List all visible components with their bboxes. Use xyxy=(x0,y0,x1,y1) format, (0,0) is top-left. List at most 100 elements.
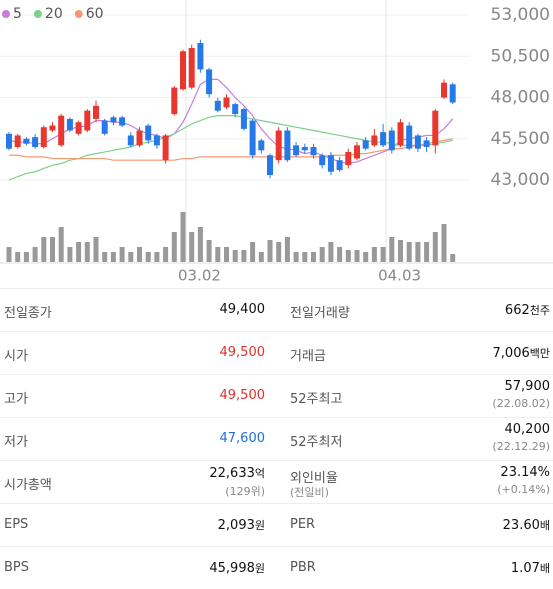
table-cell: EPS 2,093원 xyxy=(4,504,265,546)
candle-body xyxy=(319,155,326,166)
cell-value: 49,400 xyxy=(220,302,266,317)
x-tick-label: 03.02 xyxy=(178,267,221,285)
cell-label: 전일종가 xyxy=(4,306,52,321)
volume-bar xyxy=(206,240,212,262)
volume-bar xyxy=(302,252,308,262)
y-tick-label: 43,000 xyxy=(491,170,550,190)
table-cell: 52주최고 57,900 (22.08.02) xyxy=(290,375,550,417)
volume-bar xyxy=(354,250,360,262)
candle-body xyxy=(414,135,421,149)
volume-bar xyxy=(284,237,290,262)
value-text: 23.14% xyxy=(500,465,550,480)
cell-label: 거래금 xyxy=(290,349,326,364)
value-text: 47,600 xyxy=(219,431,266,446)
cell-sub: (22.12.29) xyxy=(492,440,550,453)
candle-body xyxy=(406,125,413,149)
value-unit: 천주 xyxy=(529,304,550,317)
cell-label-sub: (전일비) xyxy=(290,486,329,499)
candle-body xyxy=(197,43,204,70)
candle-body xyxy=(380,132,387,146)
volume-bar xyxy=(180,212,186,262)
cell-label: 외인비율 xyxy=(290,471,338,486)
value-text: 49,500 xyxy=(219,345,266,360)
candle-body xyxy=(249,120,256,156)
volume-bar xyxy=(293,252,299,262)
table-row: 시가총액 22,633억 (129위) 외인비율 (전일비) 23.14% (+0.14%) xyxy=(0,460,553,503)
cell-value: 47,600 xyxy=(220,431,266,446)
legend-dot xyxy=(2,10,10,18)
candle-body xyxy=(301,147,308,151)
volume-bar xyxy=(267,240,273,262)
volume-bar xyxy=(137,247,142,262)
volume-bar xyxy=(23,252,29,262)
volume-bar xyxy=(128,252,134,262)
volume-bar xyxy=(110,252,116,262)
table-cell: 52주최저 40,200 (22.12.29) xyxy=(290,418,550,460)
ma-line xyxy=(8,115,453,181)
volume-bar xyxy=(363,252,369,262)
table-row: EPS 2,093원 PER 23.60배 xyxy=(0,503,553,546)
y-tick-label: 53,000 xyxy=(491,5,550,25)
candle-body xyxy=(362,140,369,149)
candle-body xyxy=(214,100,221,111)
cell-label: 전일거래량 xyxy=(290,306,350,321)
value-unit: 배 xyxy=(539,562,550,575)
candle-body xyxy=(84,110,91,131)
candle-body xyxy=(153,135,160,146)
candle-body xyxy=(371,135,378,146)
volume-bar xyxy=(415,242,421,262)
candle-body xyxy=(310,147,317,156)
cell-value: 22,633억 xyxy=(209,465,265,481)
cell-label: 고가 xyxy=(4,392,28,407)
volume-bar xyxy=(6,247,12,262)
volume-bar xyxy=(67,247,73,262)
volume-bar xyxy=(345,250,351,262)
volume-bar xyxy=(15,252,21,262)
table-cell: 시가 49,500 xyxy=(4,332,265,374)
ma-line xyxy=(8,78,454,165)
stock-table: 전일종가 49,400 전일거래량 662천주 시가 49,500 거래금 7,006백만 고가… xyxy=(0,288,553,589)
candle-body xyxy=(232,104,239,114)
x-tick-label: 04.03 xyxy=(378,267,421,285)
chart: 43,000 45,500 48,000 50,500 53,000 03.02 04.03… xyxy=(0,0,553,285)
candle-body xyxy=(327,155,334,172)
volume-bar xyxy=(145,252,151,262)
volume-bar xyxy=(41,237,47,262)
cell-value: 49,500 xyxy=(220,345,266,360)
table-cell: 거래금 7,006백만 xyxy=(290,332,550,374)
volume-bar xyxy=(163,247,169,262)
legend-dot xyxy=(33,10,42,18)
table-cell: 시가총액 22,633억 (129위) xyxy=(4,461,265,503)
volume-bar xyxy=(441,224,447,262)
y-tick-label: 45,500 xyxy=(491,129,550,149)
volume-bar xyxy=(276,242,282,262)
cell-value: 23.14% xyxy=(500,465,550,480)
candle-body xyxy=(449,84,456,103)
volume-bar xyxy=(319,247,325,262)
volume-bar xyxy=(432,232,438,262)
volume-bar xyxy=(189,232,195,262)
candle-body xyxy=(423,140,430,147)
table-row: 고가 49,500 52주최고 57,900 (22.08.02) xyxy=(0,374,553,417)
value-text: 662 xyxy=(504,303,530,318)
ma-line xyxy=(9,138,453,161)
candle-body xyxy=(293,145,300,156)
volume-bar xyxy=(224,247,229,262)
value-unit: 원 xyxy=(254,519,265,532)
y-tick-label: 48,000 xyxy=(491,88,550,108)
cell-label: PBR xyxy=(290,560,316,575)
table-cell: 전일거래량 662천주 xyxy=(290,289,550,331)
value-unit: 백만 xyxy=(529,347,550,360)
volume-bar xyxy=(32,247,38,262)
cell-sub: (22.08.02) xyxy=(492,397,550,410)
candle-body xyxy=(171,87,178,114)
cell-value: 1.07배 xyxy=(511,560,550,576)
legend-label: 60 xyxy=(86,6,104,22)
candle-body xyxy=(127,135,134,146)
table-cell: 저가 47,600 xyxy=(4,418,265,460)
volume-bar xyxy=(58,227,64,262)
table-cell: PBR 1.07배 xyxy=(290,547,550,589)
candle-body xyxy=(336,160,343,171)
candle-body xyxy=(441,82,447,98)
